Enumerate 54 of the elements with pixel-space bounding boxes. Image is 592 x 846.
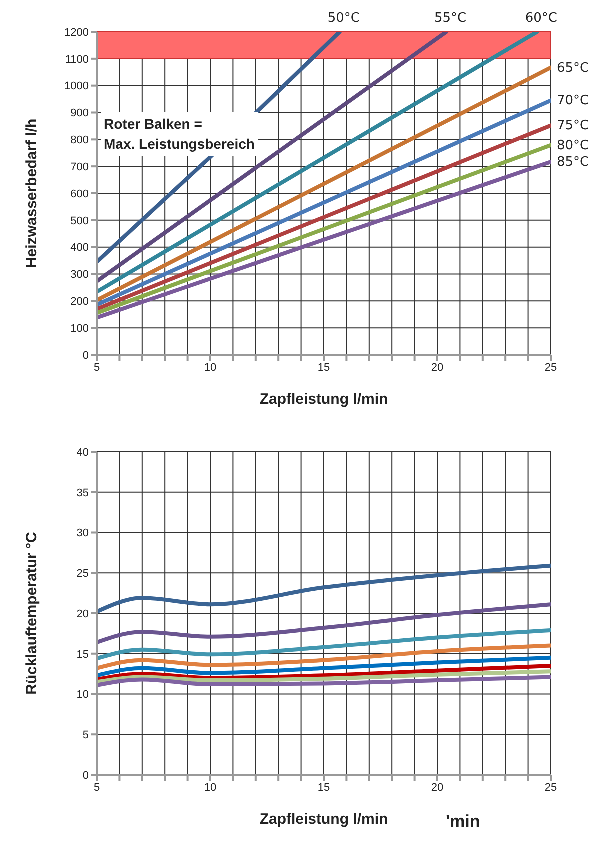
y-tick-label: 15: [76, 648, 89, 661]
text: 'min: [446, 812, 480, 832]
line-series: [97, 670, 551, 684]
y-tick-label: 20: [76, 608, 89, 620]
y-tick-label: 300: [70, 269, 89, 282]
series-label: 80°C: [557, 138, 590, 154]
series-label: 65°C: [557, 60, 590, 76]
line-series: [97, 664, 551, 682]
y-tick-label: 0: [82, 350, 89, 362]
x-tick-label: 15: [318, 362, 330, 374]
x-tick-label: 20: [431, 782, 444, 794]
line-series: [97, 602, 551, 645]
y-tick-label: 700: [70, 161, 89, 174]
x-tick-label: 10: [204, 362, 217, 374]
x-tick-label: 5: [94, 782, 100, 794]
series-label: 70°C: [557, 94, 590, 109]
series-label: 55°C: [434, 11, 467, 26]
y-tick-label: 500: [70, 215, 89, 228]
series-label: 60°C: [525, 11, 558, 26]
y-tick-label: 200: [70, 296, 89, 308]
x-tick-label: 20: [431, 362, 444, 374]
line-series: [97, 675, 551, 688]
x-axis-title: Zapfleistung l/min: [260, 811, 388, 828]
y-tick-label: 800: [70, 134, 89, 147]
x-tick-label: 10: [204, 782, 217, 794]
y-axis-title: Rücklauftemperatur °C: [23, 532, 40, 695]
x-tick-label: 5: [94, 362, 100, 374]
y-tick-label: 1200: [64, 26, 89, 39]
series-label: 50°C: [328, 11, 360, 26]
y-tick-label: 600: [70, 188, 89, 200]
y-tick-label: 1100: [65, 54, 89, 66]
y-tick-label: 35: [76, 487, 89, 500]
annotation: Roter Balken = Max. Leistungsbereich: [101, 112, 258, 156]
x-tick-label: 25: [544, 362, 558, 374]
y-tick-label: 400: [70, 242, 89, 254]
y-tick-label: 900: [70, 108, 89, 120]
y-tick-label: 0: [82, 770, 89, 782]
y-tick-label: 30: [76, 528, 89, 540]
series-label: 85°C: [557, 155, 590, 170]
y-tick-label: 100: [70, 322, 89, 335]
x-axis-title: Zapfleistung l/min: [260, 391, 388, 408]
x-tick-label: 25: [544, 782, 558, 794]
y-tick-label: 1000: [64, 80, 89, 93]
y-tick-label: 5: [82, 730, 89, 742]
line-series: [97, 656, 551, 678]
y-tick-label: 40: [76, 446, 89, 459]
y-tick-label: 10: [76, 689, 89, 702]
series-label: 75°C: [557, 118, 590, 134]
y-tick-label: 25: [76, 568, 89, 580]
line-series: [97, 644, 551, 670]
line-series: [97, 628, 551, 661]
line-series: [97, 564, 551, 614]
y-axis-title: Heizwasserbedarf l/h: [23, 118, 40, 268]
x-tick-label: 15: [318, 782, 330, 794]
